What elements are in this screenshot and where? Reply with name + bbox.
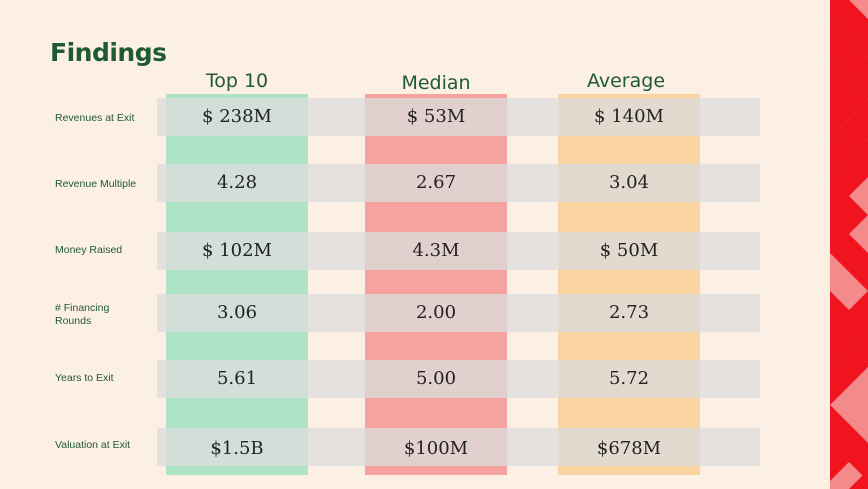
row-label: Money Raised bbox=[55, 244, 123, 256]
cell-median: $100M bbox=[403, 438, 469, 459]
row-label: Valuation at Exit bbox=[55, 439, 131, 451]
row-label: Years to Exit bbox=[55, 372, 114, 384]
column-header-top10: Top 10 bbox=[205, 70, 269, 92]
column-header-average: Average bbox=[586, 70, 666, 92]
cell-median: 4.3M bbox=[412, 240, 460, 261]
column-bar-average bbox=[558, 94, 700, 475]
cell-average: 2.73 bbox=[608, 302, 650, 323]
cell-top10: $1.5B bbox=[210, 438, 264, 459]
row-label: # Financing Rounds bbox=[55, 302, 110, 327]
row-band bbox=[157, 164, 760, 202]
cell-median: 5.00 bbox=[415, 368, 457, 389]
decorative-zigzag-border bbox=[830, 0, 868, 489]
cell-average: $678M bbox=[596, 438, 662, 459]
row-label: Revenues at Exit bbox=[55, 112, 135, 124]
row-band bbox=[157, 428, 760, 466]
row-label: Revenue Multiple bbox=[55, 178, 137, 190]
column-header-median: Median bbox=[401, 72, 471, 94]
row-band bbox=[157, 232, 760, 270]
cell-top10: 4.28 bbox=[216, 172, 258, 193]
cell-average: 5.72 bbox=[608, 368, 650, 389]
page-title: Findings bbox=[50, 38, 167, 67]
cell-top10: 3.06 bbox=[216, 302, 258, 323]
column-bar-top10 bbox=[166, 94, 308, 475]
cell-top10: 5.61 bbox=[216, 368, 258, 389]
row-band bbox=[157, 294, 760, 332]
row-band bbox=[157, 360, 760, 398]
cell-top10: $ 238M bbox=[202, 106, 272, 127]
cell-median: 2.00 bbox=[415, 302, 457, 323]
cell-top10: $ 102M bbox=[202, 240, 272, 261]
cell-median: 2.67 bbox=[415, 172, 457, 193]
cell-median: $ 53M bbox=[406, 106, 466, 127]
column-bar-median bbox=[365, 94, 507, 475]
cell-average: $ 140M bbox=[594, 106, 664, 127]
cell-average: 3.04 bbox=[608, 172, 650, 193]
row-band bbox=[157, 98, 760, 136]
cell-average: $ 50M bbox=[599, 240, 659, 261]
